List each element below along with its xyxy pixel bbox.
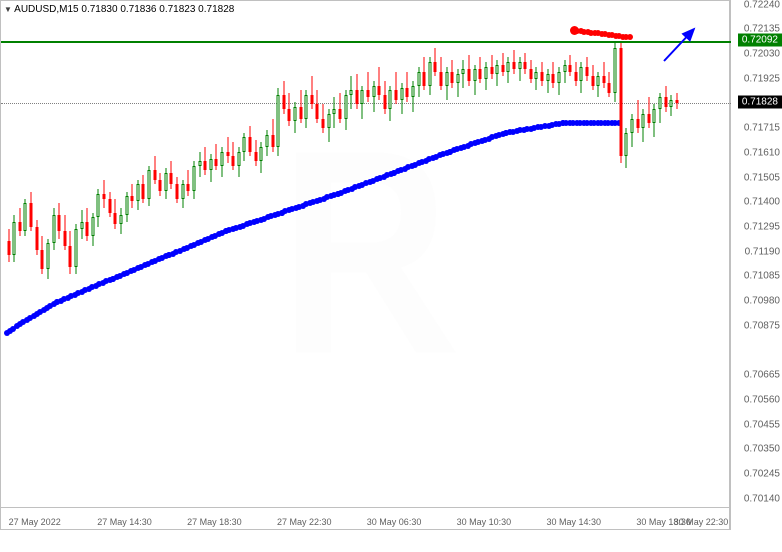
y-tick-label: 0.71295: [744, 221, 780, 232]
y-tick-label: 0.70245: [744, 468, 780, 479]
x-tick-label: 30 May 14:30: [546, 517, 601, 527]
y-tick-label: 0.71505: [744, 172, 780, 183]
x-tick-label: 27 May 18:30: [187, 517, 242, 527]
y-tick-label: 0.70875: [744, 320, 780, 331]
y-tick-label: 0.71925: [744, 73, 780, 84]
y-tick-label: 0.71610: [744, 147, 780, 158]
y-tick-label: 0.70665: [744, 370, 780, 381]
x-axis: 27 May 2022 27 May 14:30 27 May 18:30 27 Ma…: [1, 507, 731, 529]
chart-dropdown-arrow[interactable]: ▼: [4, 5, 12, 14]
y-tick-label: 0.70980: [744, 296, 780, 307]
x-tick-label: 30 May 06:30: [367, 517, 422, 527]
chart-header: ▼ AUDUSD,M15 0.71830 0.71836 0.71823 0.7…: [4, 4, 234, 15]
x-tick-label: 27 May 14:30: [97, 517, 152, 527]
chart-container: ▼ AUDUSD,M15 0.71830 0.71836 0.71823 0.7…: [0, 0, 730, 530]
y-tick-label: 0.71190: [745, 246, 780, 257]
y-tick-label: 0.70560: [744, 394, 780, 405]
x-tick-label: 27 May 22:30: [277, 517, 332, 527]
resistance-line: [1, 41, 731, 43]
x-tick-label: 27 May 2022: [9, 517, 61, 527]
y-tick-label: 0.71715: [744, 123, 780, 134]
y-tick-label: 0.72030: [744, 49, 780, 60]
chart-area[interactable]: [1, 1, 731, 509]
current-price-label: 0.71828: [738, 95, 782, 108]
y-tick-label: 0.71400: [744, 197, 780, 208]
y-axis: 0.722400.721350.720300.719250.717150.716…: [730, 0, 782, 530]
x-tick-label: 30 May 22:30: [674, 517, 729, 527]
y-tick-label: 0.70140: [744, 493, 780, 504]
chart-ohlc: 0.71830 0.71836 0.71823 0.71828: [81, 4, 234, 15]
red-ma-start-dot: [570, 26, 579, 35]
y-tick-label: 0.71085: [744, 271, 780, 282]
y-tick-label: 0.70350: [744, 444, 780, 455]
resistance-price-label: 0.72092: [738, 33, 782, 46]
x-tick-label: 30 May 10:30: [457, 517, 512, 527]
y-tick-label: 0.72240: [744, 0, 780, 10]
watermark-logo: [256, 123, 476, 388]
y-tick-label: 0.70455: [744, 419, 780, 430]
chart-symbol: AUDUSD,M15: [14, 4, 78, 15]
